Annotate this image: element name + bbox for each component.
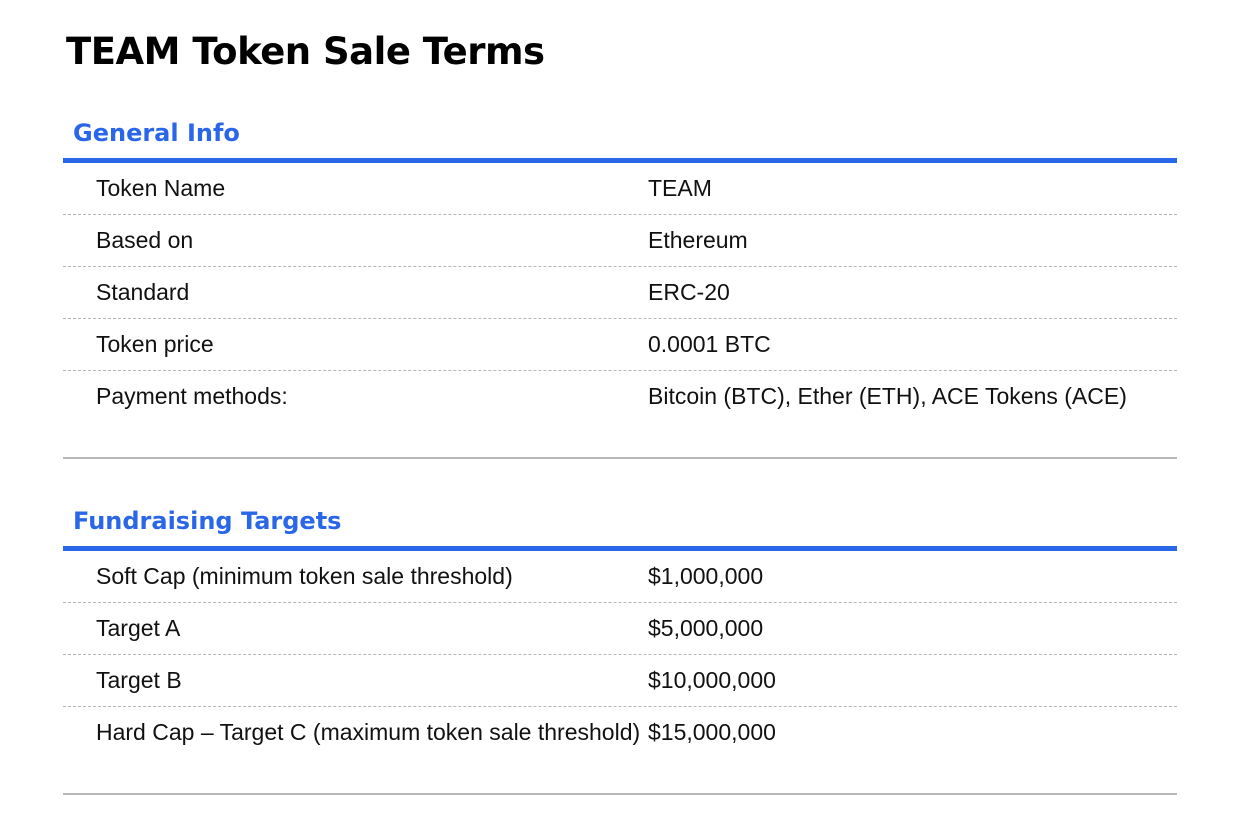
table-row: Standard ERC-20 xyxy=(63,267,1177,319)
section-heading: General Info xyxy=(63,118,1177,163)
table-row: Payment methods: Bitcoin (BTC), Ether (E… xyxy=(63,371,1177,457)
row-label: Target B xyxy=(96,667,182,693)
row-label: Target A xyxy=(96,615,181,641)
row-label: Hard Cap – Target C (maximum token sale … xyxy=(96,719,641,745)
row-value: 0.0001 BTC xyxy=(648,331,771,357)
row-value: $5,000,000 xyxy=(648,615,764,641)
targets-table: Soft Cap (minimum token sale threshold) … xyxy=(63,551,1177,795)
row-value: $10,000,000 xyxy=(648,667,776,693)
row-value: ERC-20 xyxy=(648,279,730,305)
section-heading: Fundraising Targets xyxy=(63,506,1177,551)
row-label: Standard xyxy=(96,279,190,305)
table-row: Based on Ethereum xyxy=(63,215,1177,267)
page-title: TEAM Token Sale Terms xyxy=(66,30,545,73)
row-value: Ethereum xyxy=(648,227,748,253)
row-label: Token Name xyxy=(96,175,226,201)
table-row: Target A $5,000,000 xyxy=(63,603,1177,655)
row-label: Token price xyxy=(96,331,214,357)
section-fundraising-targets: Fundraising Targets Soft Cap (minimum to… xyxy=(63,506,1177,795)
table-row: Hard Cap – Target C (maximum token sale … xyxy=(63,707,1177,793)
table-row: Token Name TEAM xyxy=(63,163,1177,215)
row-value: TEAM xyxy=(648,175,712,201)
row-value: Bitcoin (BTC), Ether (ETH), ACE Tokens (… xyxy=(648,383,1127,409)
row-label: Soft Cap (minimum token sale threshold) xyxy=(96,563,513,589)
row-label: Payment methods: xyxy=(96,383,288,409)
row-label: Based on xyxy=(96,227,194,253)
table-row: Target B $10,000,000 xyxy=(63,655,1177,707)
terms-table: Token Name TEAM Based on Ethereum Standa… xyxy=(63,163,1177,459)
row-value: $15,000,000 xyxy=(648,719,776,745)
table-row: Soft Cap (minimum token sale threshold) … xyxy=(63,551,1177,603)
table-row: Token price 0.0001 BTC xyxy=(63,319,1177,371)
section-general-info: General Info Token Name TEAM Based on Et… xyxy=(63,118,1177,459)
row-value: $1,000,000 xyxy=(648,563,764,589)
